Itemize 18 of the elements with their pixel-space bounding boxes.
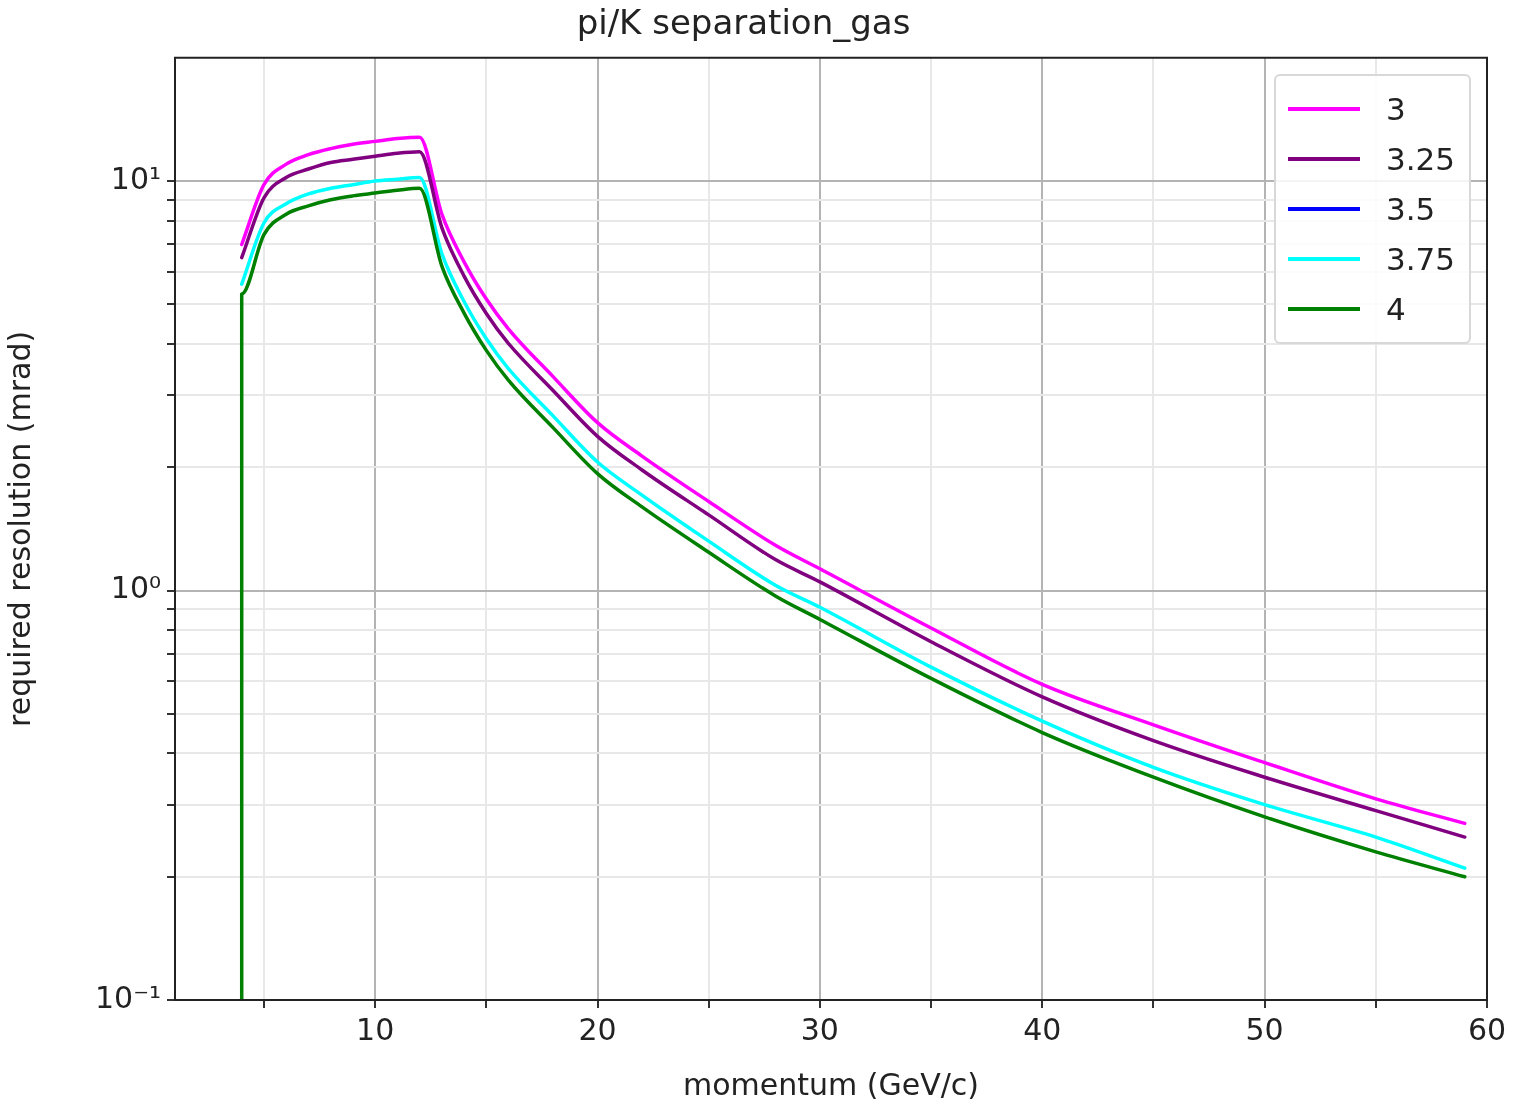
y-tick-label: 10⁰	[110, 570, 161, 606]
y-tick-label: 10⁻¹	[94, 979, 161, 1015]
legend-label: 4	[1386, 290, 1406, 327]
x-tick-label: 10	[356, 1011, 395, 1047]
x-tick-label: 40	[1023, 1011, 1062, 1047]
x-tick-label: 30	[800, 1011, 839, 1047]
legend-label: 3	[1386, 90, 1406, 127]
x-tick-label: 60	[1467, 1011, 1507, 1047]
line-series	[239, 186, 1467, 1000]
x-tick-label: 50	[1245, 1011, 1284, 1047]
y-axis-title: required resolution (mrad)	[1, 330, 37, 727]
x-axis-title: momentum (GeV/c)	[682, 1066, 980, 1102]
legend-label: 3.75	[1386, 240, 1456, 277]
chart-title: pi/K separation_gas	[576, 2, 911, 43]
legend-label: 3.5	[1386, 190, 1436, 227]
x-tick-label: 20	[578, 1011, 617, 1047]
y-tick-label: 10¹	[110, 160, 161, 196]
legend-label: 3.25	[1386, 140, 1456, 177]
